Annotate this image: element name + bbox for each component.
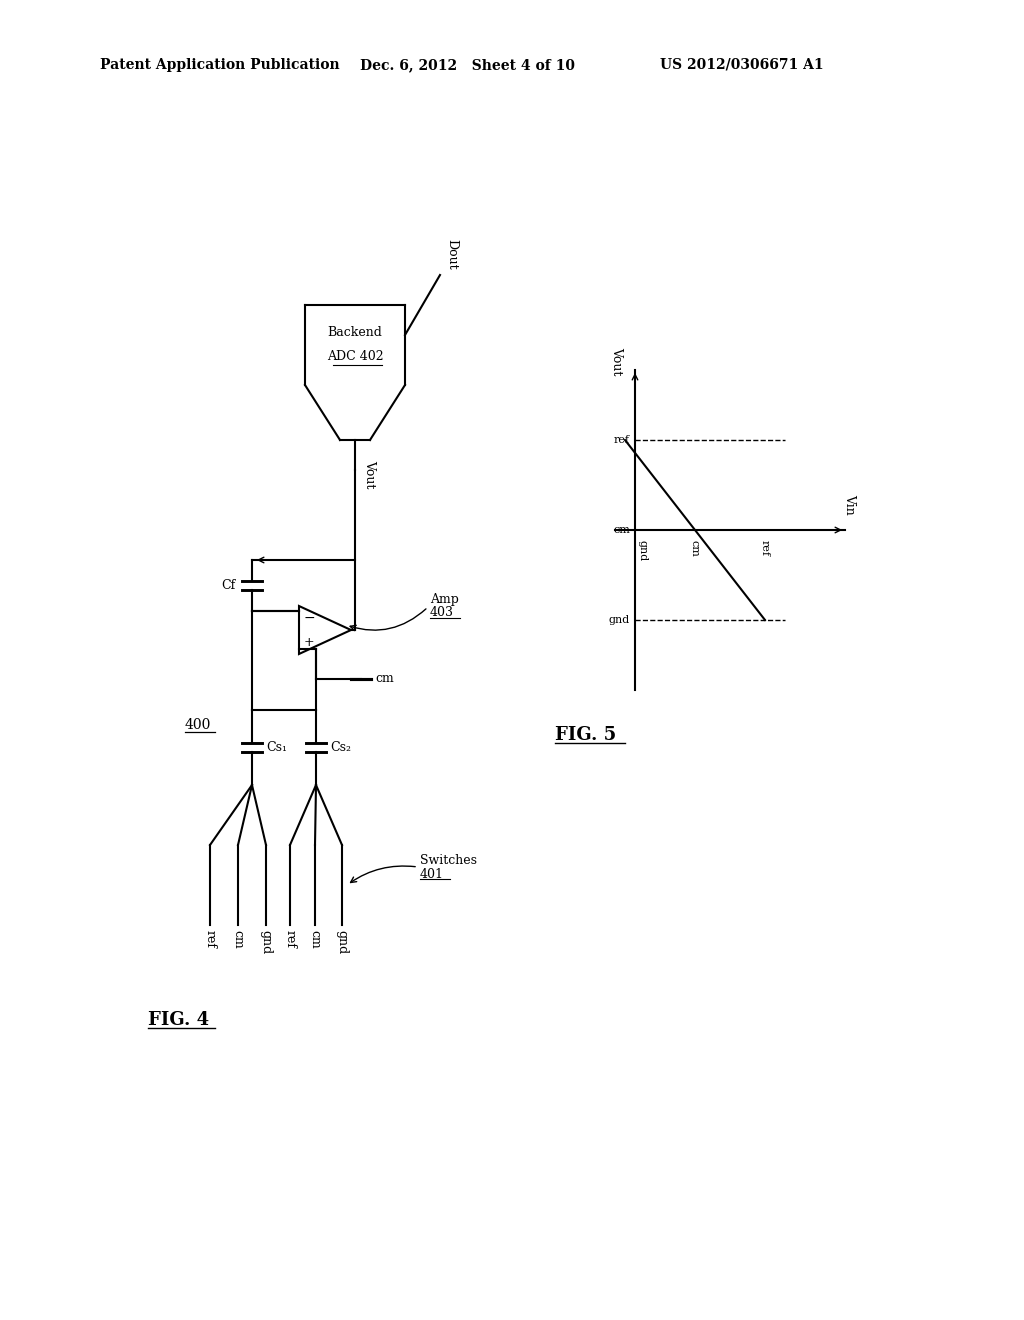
Text: FIG. 4: FIG. 4: [148, 1011, 209, 1030]
Text: gnd: gnd: [608, 615, 630, 624]
Text: Cf: Cf: [222, 579, 236, 591]
Text: cm: cm: [308, 931, 322, 949]
Text: Vin: Vin: [844, 494, 856, 515]
Text: Cs₂: Cs₂: [330, 741, 351, 754]
Text: ref: ref: [614, 436, 630, 445]
Text: gnd: gnd: [259, 931, 272, 954]
Text: Dout: Dout: [445, 239, 458, 271]
Text: ref: ref: [204, 931, 216, 948]
Text: Cs₁: Cs₁: [266, 741, 287, 754]
Text: Backend: Backend: [328, 326, 382, 339]
Text: cm: cm: [690, 540, 700, 557]
Text: cm: cm: [231, 931, 245, 949]
Text: ADC 402: ADC 402: [327, 351, 383, 363]
Text: cm: cm: [375, 672, 394, 685]
Text: 401: 401: [420, 867, 444, 880]
Text: Amp: Amp: [430, 594, 459, 606]
Text: Switches: Switches: [420, 854, 477, 866]
Text: gnd: gnd: [637, 540, 647, 561]
Text: +: +: [304, 635, 314, 648]
Text: −: −: [303, 611, 314, 624]
Text: ref: ref: [284, 931, 297, 948]
Text: gnd: gnd: [336, 931, 348, 954]
Text: ref: ref: [760, 540, 770, 556]
Text: 400: 400: [185, 718, 211, 733]
Text: 403: 403: [430, 606, 454, 619]
Text: Dec. 6, 2012   Sheet 4 of 10: Dec. 6, 2012 Sheet 4 of 10: [360, 58, 575, 73]
Text: Vout: Vout: [610, 347, 623, 375]
Text: US 2012/0306671 A1: US 2012/0306671 A1: [660, 58, 823, 73]
Text: Vout: Vout: [362, 459, 376, 488]
Text: cm: cm: [613, 525, 630, 535]
Text: FIG. 5: FIG. 5: [555, 726, 616, 744]
Text: Patent Application Publication: Patent Application Publication: [100, 58, 340, 73]
